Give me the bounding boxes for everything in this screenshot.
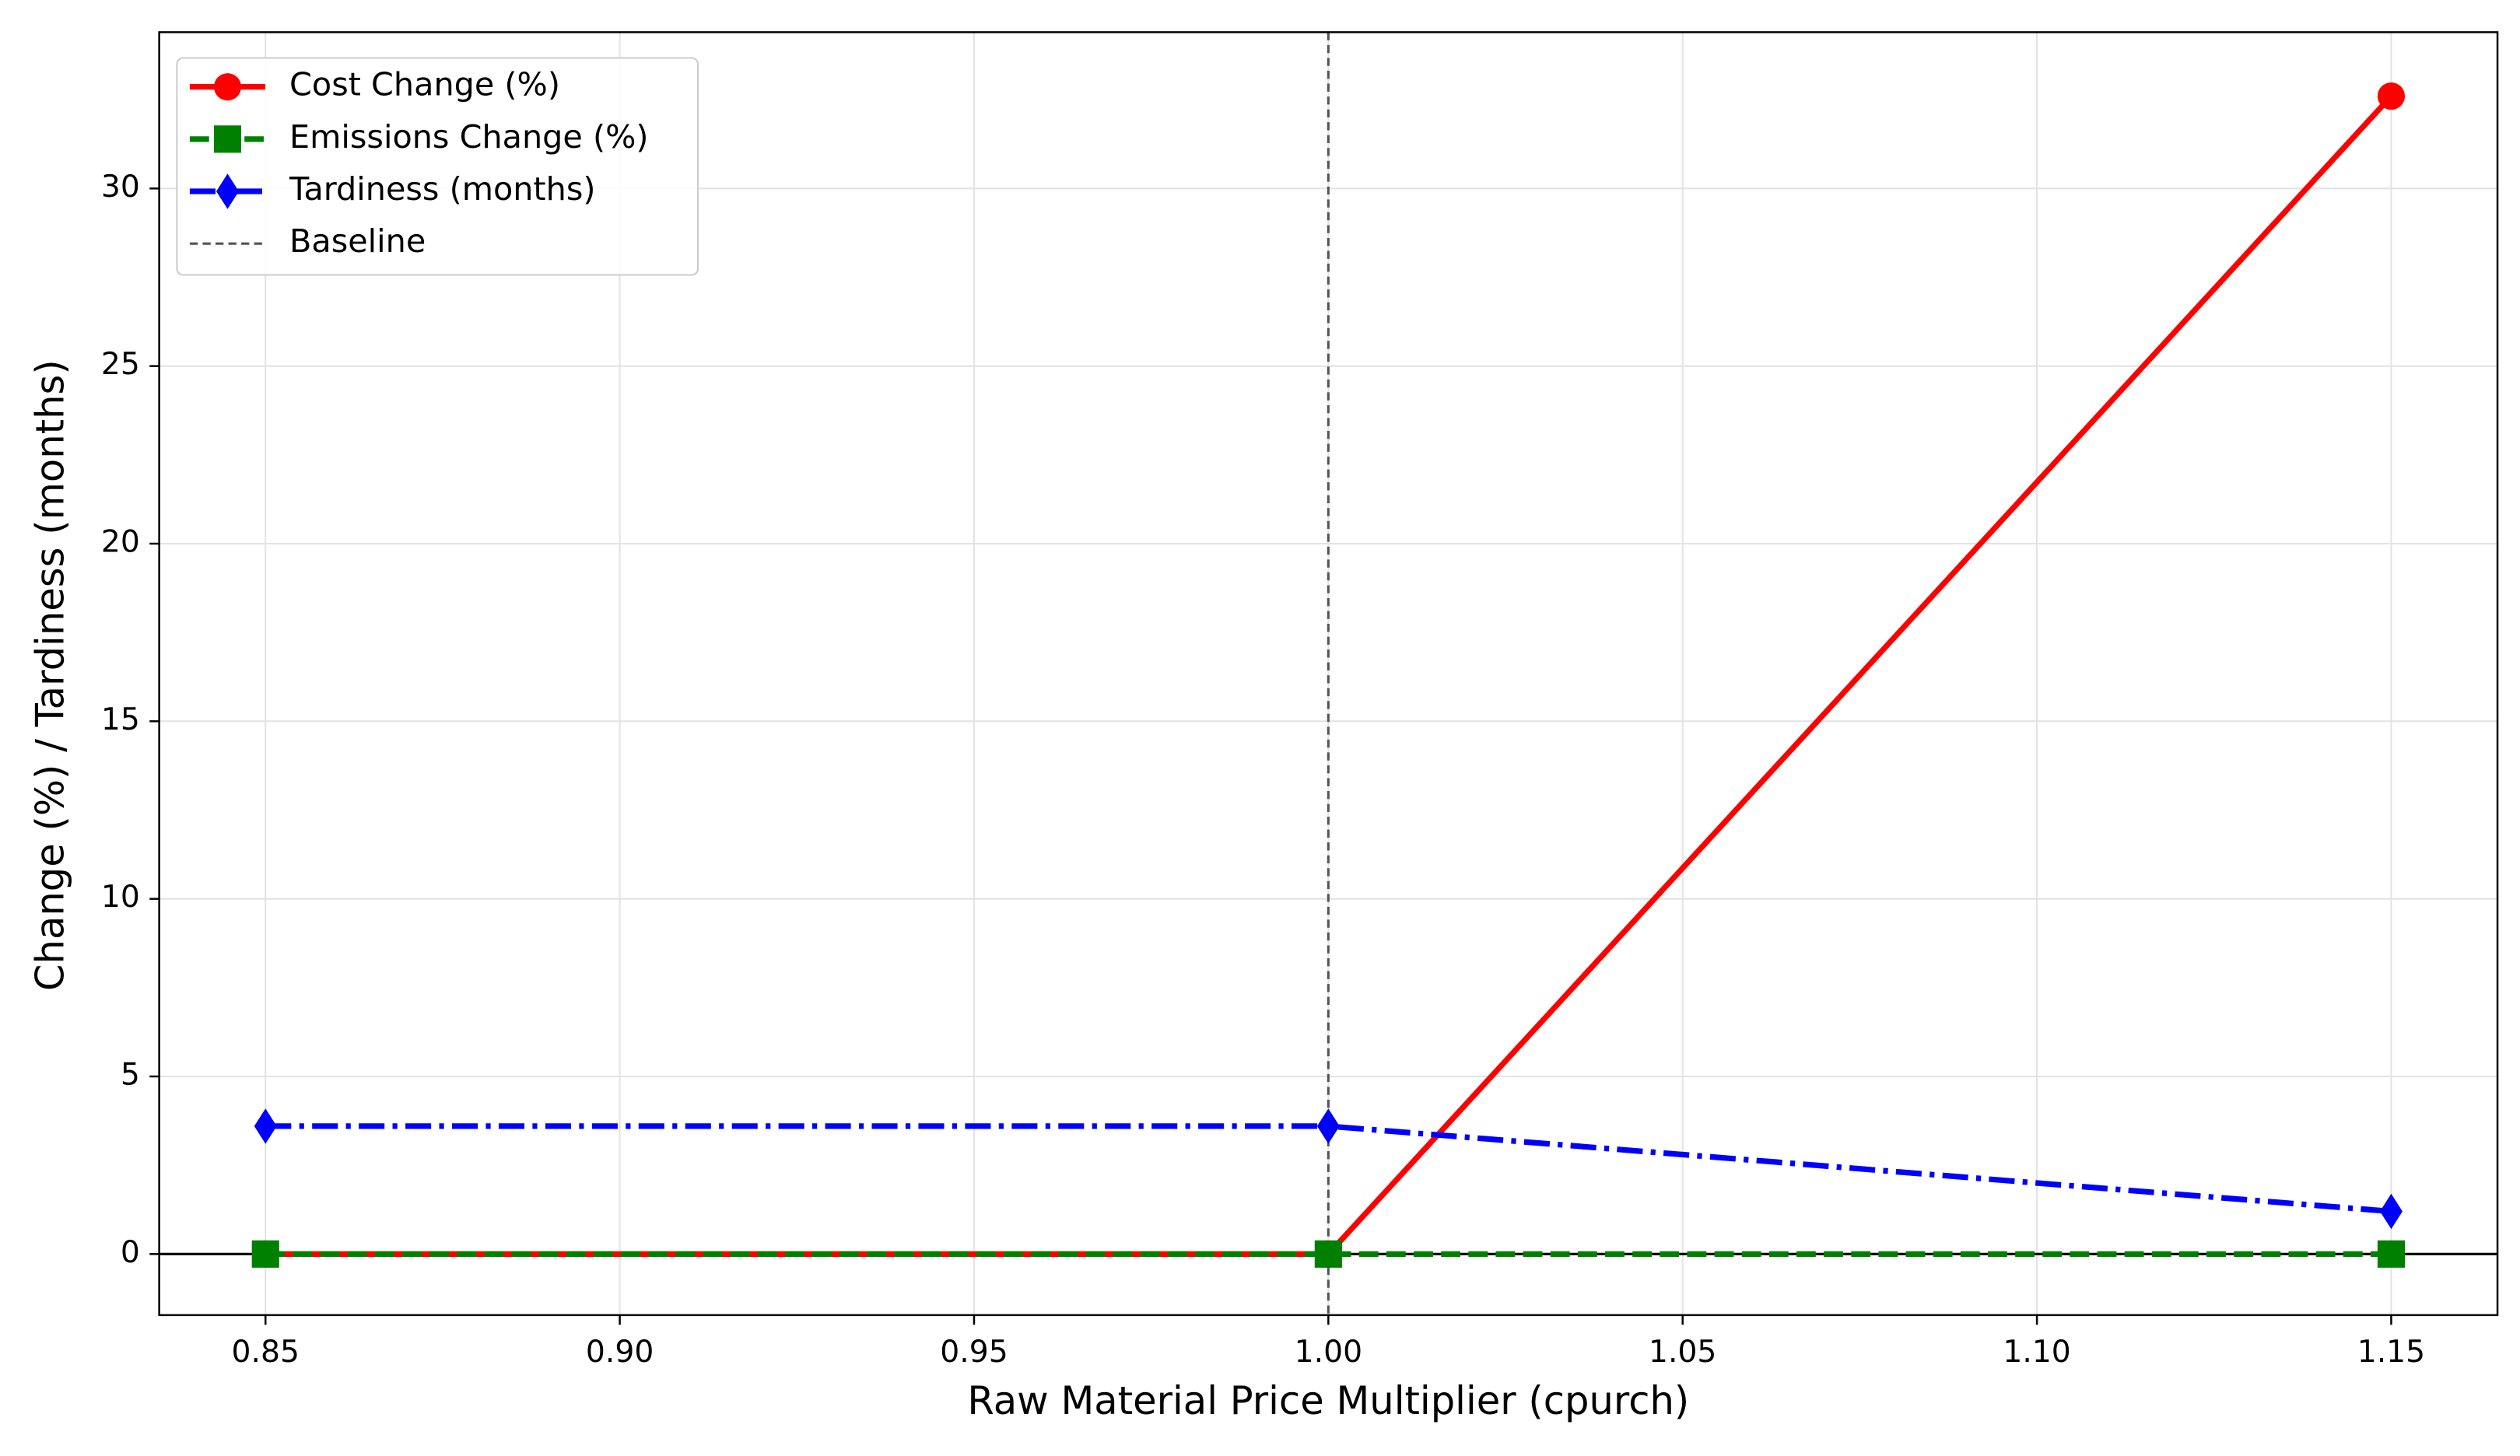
y-tick-label: 20 <box>101 524 140 559</box>
marker <box>216 173 239 209</box>
marker <box>2377 82 2406 110</box>
plot-frame <box>158 31 2499 1317</box>
marker <box>1314 1240 1342 1268</box>
y-axis-label: Change (%) / Tardiness (months) <box>28 359 73 991</box>
y-tick-label: 5 <box>121 1057 140 1092</box>
y-tick-label: 15 <box>101 702 140 737</box>
legend: Cost Change (%) Emissions Change (%) Tardi… <box>176 57 699 276</box>
marker <box>2377 1240 2406 1268</box>
legend-label: Baseline <box>289 222 426 260</box>
y-tick-label: 0 <box>121 1235 140 1270</box>
y-tick-label: 10 <box>101 880 140 915</box>
x-tick-label: 1.10 <box>2003 1335 2070 1370</box>
x-tick-label: 0.95 <box>940 1335 1008 1370</box>
marker <box>2379 1193 2403 1230</box>
x-axis-label: Raw Material Price Multiplier (cpurch) <box>967 1378 1689 1423</box>
legend-box <box>176 57 699 276</box>
marker <box>213 125 242 153</box>
y-tick-label: 25 <box>101 347 140 382</box>
x-tick-label: 0.85 <box>232 1335 300 1370</box>
x-tick-label: 0.90 <box>586 1335 654 1370</box>
x-tick-label: 1.05 <box>1649 1335 1716 1370</box>
x-tick-label: 1.15 <box>2357 1335 2425 1370</box>
legend-label: Tardiness (months) <box>289 170 595 208</box>
y-tick-label: 30 <box>101 170 140 205</box>
x-tick-label: 1.00 <box>1295 1335 1362 1370</box>
legend-label: Cost Change (%) <box>289 66 560 103</box>
legend-label: Emissions Change (%) <box>289 118 648 156</box>
marker <box>1316 1108 1340 1144</box>
marker <box>254 1108 277 1144</box>
marker <box>251 1240 279 1268</box>
marker <box>213 73 242 101</box>
